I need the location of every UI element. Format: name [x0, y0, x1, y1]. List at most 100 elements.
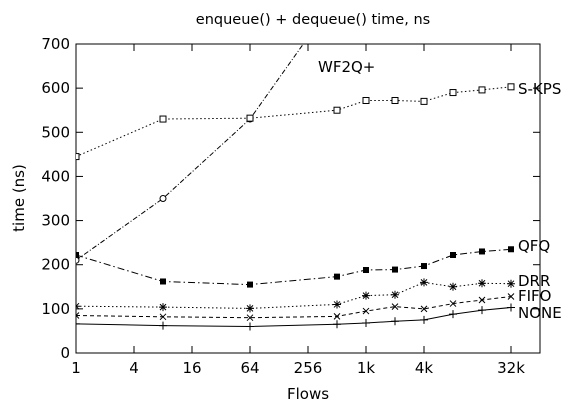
data-point — [420, 97, 428, 105]
data-point — [76, 319, 80, 328]
data-point — [507, 83, 515, 91]
series-drr: DRR — [76, 272, 550, 313]
data-point — [478, 86, 486, 94]
y-tick-label: 0 — [60, 344, 70, 362]
series-fifo: FIFO — [76, 287, 552, 322]
y-tick-label: 600 — [41, 79, 70, 97]
data-point — [246, 314, 254, 322]
series-line — [76, 296, 512, 319]
data-point — [246, 322, 254, 331]
data-point — [160, 278, 166, 285]
chart-title: enqueue() + dequeue() time, ns — [196, 12, 430, 28]
data-point — [363, 267, 369, 274]
series-wf2q: WF2Q+ — [76, 44, 375, 264]
series-s-kps: S-KPS — [76, 80, 561, 161]
data-point — [246, 304, 254, 313]
series-line-group — [76, 86, 512, 158]
data-point — [333, 313, 341, 320]
data-point — [159, 115, 167, 123]
y-tick-label: 200 — [41, 256, 70, 274]
x-tick-label: 1k — [357, 359, 376, 377]
plot-frame — [75, 43, 541, 354]
series-label: DRR — [518, 272, 550, 290]
data-point — [334, 273, 340, 280]
data-point — [159, 321, 167, 330]
series-line — [76, 307, 512, 328]
series-label: WF2Q+ — [318, 58, 375, 76]
data-point — [362, 291, 370, 300]
series-line-group — [76, 44, 304, 261]
data-point — [333, 106, 341, 114]
y-axis: 0 100 200 300 400 500 600 700 — [41, 35, 540, 362]
data-point — [333, 320, 341, 329]
data-point — [159, 313, 167, 321]
y-tick-label: 500 — [41, 123, 70, 141]
data-point — [76, 256, 80, 264]
series-line — [76, 248, 512, 286]
series-markers — [76, 293, 515, 322]
series-label: S-KPS — [518, 80, 561, 98]
data-point — [507, 279, 515, 288]
data-point — [420, 315, 428, 324]
data-point — [479, 248, 485, 255]
data-point — [507, 303, 515, 312]
series-markers — [76, 246, 514, 288]
data-point — [449, 89, 457, 97]
data-point — [333, 300, 341, 309]
y-tick-label: 300 — [41, 212, 70, 230]
data-point — [391, 303, 399, 311]
data-point — [420, 278, 428, 287]
y-tick-label: 400 — [41, 167, 70, 185]
series-line — [76, 44, 304, 261]
data-point — [420, 305, 428, 313]
series-label: QFQ — [518, 237, 550, 255]
series-label: NONE — [518, 304, 562, 322]
data-point — [449, 310, 457, 319]
x-tick-label: 32k — [497, 359, 525, 377]
x-tick-label: 1 — [71, 359, 81, 377]
x-tick-label: 64 — [240, 359, 259, 377]
data-point — [478, 296, 486, 304]
series-line-group — [76, 307, 512, 328]
series-line-group — [76, 296, 512, 319]
series-markers — [76, 115, 254, 264]
data-point — [391, 97, 399, 105]
data-point — [421, 263, 427, 270]
series-markers — [76, 278, 515, 313]
x-tick-label: 4k — [415, 359, 434, 377]
series-markers — [76, 303, 515, 331]
y-axis-title: time (ns) — [10, 164, 28, 232]
data-point — [391, 290, 399, 299]
series-line-group — [76, 248, 512, 286]
x-tick-label: 16 — [182, 359, 201, 377]
data-point — [449, 300, 457, 307]
data-point — [76, 302, 80, 311]
data-point — [362, 318, 370, 327]
data-point — [76, 252, 79, 259]
x-tick-label: 256 — [294, 359, 323, 377]
x-axis-title: Flows — [287, 385, 329, 403]
data-point — [391, 317, 399, 326]
data-point — [392, 266, 398, 273]
x-tick-label: 4 — [129, 359, 139, 377]
data-point — [159, 303, 167, 312]
data-point — [507, 293, 515, 300]
data-point — [478, 306, 486, 315]
data-point — [478, 279, 486, 288]
data-point — [246, 114, 254, 122]
x-axis: 1 4 16 64 256 1k 4k 32k — [71, 44, 525, 377]
data-point — [508, 246, 514, 253]
y-tick-label: 700 — [41, 35, 70, 53]
y-tick-label: 100 — [41, 300, 70, 318]
data-point — [76, 312, 80, 319]
data-point — [159, 195, 167, 202]
data-point — [450, 252, 456, 259]
series-label: FIFO — [518, 287, 552, 305]
series-line — [76, 86, 512, 158]
series-none: NONE — [76, 303, 562, 331]
data-point — [449, 282, 457, 291]
data-point — [76, 153, 80, 161]
series-markers — [76, 83, 515, 161]
